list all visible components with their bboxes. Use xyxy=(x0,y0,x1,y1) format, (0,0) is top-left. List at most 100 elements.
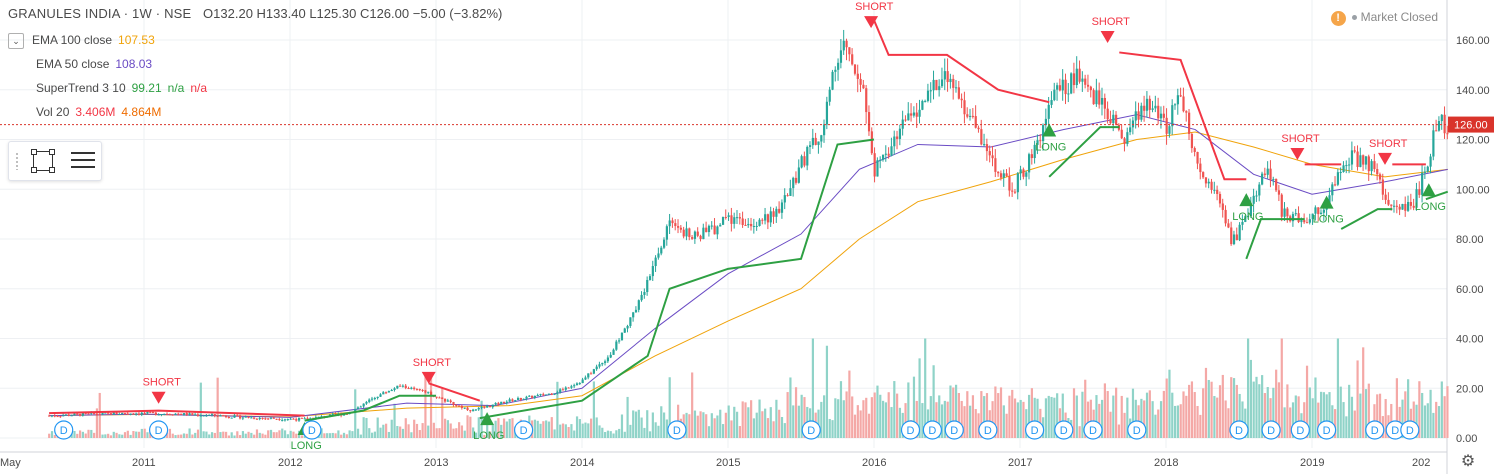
volume-bar xyxy=(107,433,110,438)
volume-bar xyxy=(581,423,584,438)
legend-volume[interactable]: Vol 20 3.406M 4.864M xyxy=(36,105,161,119)
candle-body xyxy=(275,418,278,420)
candle-body xyxy=(966,114,969,117)
volume-bar xyxy=(963,406,966,438)
candle-body xyxy=(612,349,615,355)
legend-supertrend[interactable]: SuperTrend 3 10 99.21 n/a n/a xyxy=(36,81,207,95)
volume-bar xyxy=(502,418,506,438)
volume-bar xyxy=(1204,367,1208,438)
candle-body xyxy=(542,394,545,396)
volume-bar xyxy=(896,393,899,438)
symbol-title: GRANULES INDIA · 1W · NSE xyxy=(8,6,192,21)
volume-bar xyxy=(1255,376,1258,438)
candle-body xyxy=(224,416,228,418)
volume-bar xyxy=(640,417,643,438)
candle-body xyxy=(702,227,705,240)
volume-bar xyxy=(140,428,143,438)
candle-body xyxy=(104,412,107,414)
candle-body xyxy=(1280,194,1283,217)
candle-body xyxy=(463,407,466,409)
volume-bar xyxy=(205,431,208,438)
candle-body xyxy=(758,219,761,226)
candle-body xyxy=(300,417,303,419)
drawing-toolbox[interactable] xyxy=(8,141,102,181)
candle-body xyxy=(1190,133,1194,149)
candle-body xyxy=(502,401,506,404)
volume-bar xyxy=(365,417,368,438)
volume-bar xyxy=(589,418,593,438)
ohlc-low: L125.30 xyxy=(309,6,357,21)
volume-bar xyxy=(1131,388,1135,438)
volume-bar xyxy=(1224,400,1227,438)
candle-body xyxy=(508,399,511,402)
y-tick-label: 160.00 xyxy=(1456,35,1490,47)
gear-icon[interactable]: ⚙ xyxy=(1460,453,1476,470)
candle-body xyxy=(1426,166,1429,172)
chevron-down-icon[interactable]: ⌄ xyxy=(8,33,24,49)
candle-body xyxy=(1404,203,1407,211)
drag-handle-icon[interactable] xyxy=(15,152,19,170)
legend-ema100[interactable]: ⌄ EMA 100 close 107.53 xyxy=(8,33,155,49)
legend-ema50-name: EMA 50 close xyxy=(36,57,110,71)
candle-body xyxy=(143,412,146,414)
ema50-line xyxy=(49,114,1448,418)
ohlc-change: −5.00 (−3.82%) xyxy=(412,6,503,21)
volume-bar xyxy=(1115,387,1118,438)
short-signal-label: SHORT xyxy=(1281,133,1320,145)
candle-body xyxy=(1230,227,1233,245)
candle-body xyxy=(691,237,694,239)
candle-body xyxy=(1176,95,1179,105)
x-tick-label: 2013 xyxy=(424,457,448,469)
dividend-marker-label: D xyxy=(807,425,815,437)
volume-bar xyxy=(772,421,775,438)
candle-body xyxy=(1106,108,1109,120)
candle-body xyxy=(250,417,253,419)
volume-bar xyxy=(222,431,225,438)
volume-bar xyxy=(879,394,882,438)
candle-body xyxy=(59,416,62,418)
candle-body xyxy=(587,373,590,378)
candle-body xyxy=(497,402,500,405)
volume-bar xyxy=(648,431,652,438)
candle-body xyxy=(1075,68,1078,86)
rectangle-tool-icon[interactable] xyxy=(31,149,55,173)
candle-body xyxy=(620,332,624,341)
volume-bar xyxy=(1246,338,1250,438)
volume-bar xyxy=(842,400,845,438)
candle-body xyxy=(632,312,635,318)
candle-body xyxy=(1067,93,1070,95)
candle-body xyxy=(797,167,800,183)
candle-body xyxy=(553,393,556,395)
volume-bar xyxy=(182,433,186,438)
candle-body xyxy=(867,112,871,132)
volume-bar xyxy=(264,434,267,438)
volume-bar xyxy=(803,397,806,438)
supertrend-line xyxy=(1245,218,1305,260)
candle-body xyxy=(488,405,492,408)
candle-body xyxy=(1218,193,1222,204)
volume-bar xyxy=(137,431,141,438)
volume-bar xyxy=(848,370,851,438)
candle-body xyxy=(87,413,90,415)
candle-body xyxy=(281,419,284,421)
candle-body xyxy=(1179,95,1182,97)
volume-bar xyxy=(1095,395,1098,438)
dividend-marker xyxy=(1316,420,1337,440)
candle-body xyxy=(1078,68,1081,82)
short-arrow-icon xyxy=(864,16,879,29)
object-tree-icon[interactable] xyxy=(71,152,95,170)
candle-body xyxy=(921,100,924,110)
volume-bar xyxy=(634,411,638,438)
legend-ema50[interactable]: EMA 50 close 108.03 xyxy=(36,57,152,71)
candle-body xyxy=(154,412,157,415)
candle-body xyxy=(331,413,334,415)
volume-bar xyxy=(660,406,663,438)
candle-body xyxy=(132,413,135,415)
ohlc-close: C126.00 xyxy=(359,6,410,21)
candle-body xyxy=(67,414,70,416)
candle-body xyxy=(671,220,674,224)
volume-bar xyxy=(609,431,612,438)
volume-bar xyxy=(977,413,980,438)
candle-body xyxy=(1421,172,1424,195)
